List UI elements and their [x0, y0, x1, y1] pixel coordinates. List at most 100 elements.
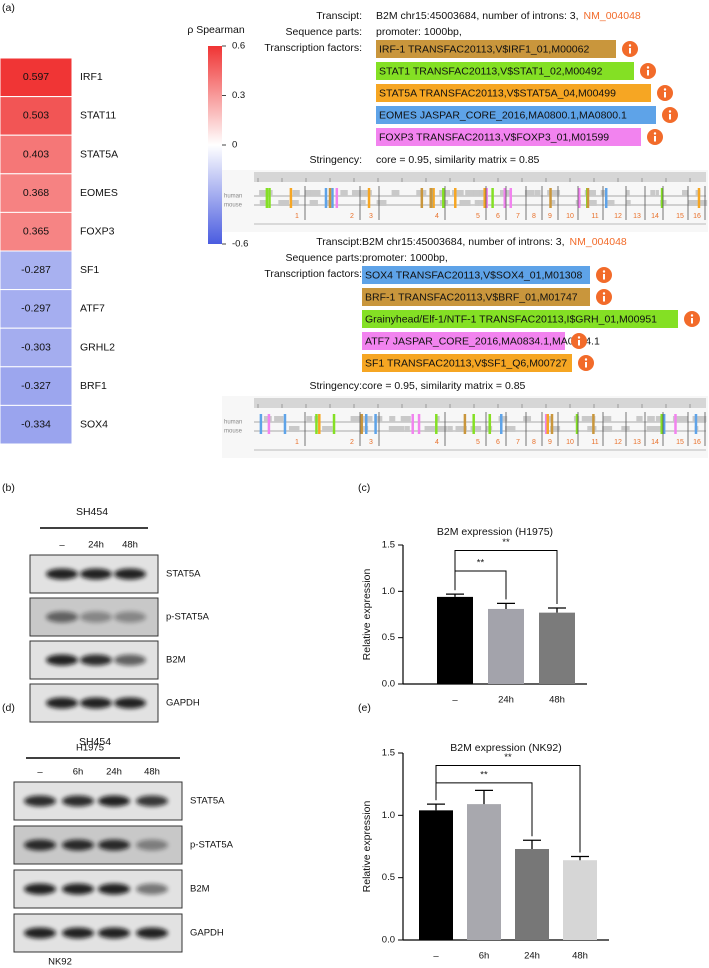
conserved-block — [376, 200, 387, 206]
conserved-block — [621, 426, 630, 432]
info-icon-bar — [578, 340, 580, 346]
bar — [419, 810, 453, 940]
site-mark — [442, 188, 445, 208]
blot-label: p-STAT5A — [166, 612, 210, 623]
conserved-block — [424, 426, 436, 432]
site-mark — [315, 414, 318, 434]
factor-box — [376, 106, 656, 124]
ruler — [254, 172, 706, 182]
heatmap-cell — [0, 173, 73, 213]
segment-number: 11 — [591, 213, 598, 220]
conserved-block — [374, 416, 383, 422]
cell-value: -0.287 — [21, 264, 51, 276]
lane-label: – — [59, 540, 65, 551]
significance-label: ** — [480, 769, 488, 780]
conserved-block — [309, 200, 318, 206]
row-label: EOMES — [80, 187, 118, 199]
conserved-block — [449, 426, 453, 432]
site-mark — [367, 188, 371, 208]
site-mark — [592, 414, 595, 434]
info-icon-dot — [602, 270, 606, 273]
site-mark — [660, 414, 663, 434]
band — [114, 568, 146, 580]
site-mark — [374, 414, 377, 434]
transcript: B2M chr15:45003684, number of introns: 3… — [376, 10, 641, 22]
factor-box — [362, 332, 565, 350]
colorbar-tick-label: 0 — [232, 140, 237, 151]
row-label: STAT5A — [80, 148, 118, 160]
blot-label: GAPDH — [166, 698, 200, 709]
info-icon-bar — [691, 318, 693, 324]
band — [136, 883, 168, 895]
segment-number: 4 — [435, 439, 439, 446]
row-label: SOX4 — [80, 418, 108, 430]
accession: NM_004048 — [570, 236, 627, 248]
site-mark — [435, 414, 438, 434]
conserved-block — [391, 190, 400, 196]
factor-box — [376, 84, 651, 102]
site-mark — [549, 188, 552, 208]
colorbar-label: ρ Spearman — [187, 24, 244, 36]
cell-value: -0.327 — [21, 380, 51, 392]
conserved-block — [478, 200, 487, 206]
site-mark — [454, 188, 457, 208]
sequence: promoter: 1000bp, — [362, 252, 448, 264]
row-label: ATF7 — [80, 303, 105, 315]
panel-label: (d) — [2, 702, 15, 714]
factor-box — [362, 266, 590, 284]
conserved-block — [589, 200, 597, 206]
conserved-block — [292, 190, 298, 196]
cell-value: 0.503 — [23, 110, 49, 122]
segment-number: 13 — [633, 439, 641, 446]
heatmap-cell — [0, 57, 73, 98]
info-icon-bar — [647, 70, 649, 76]
row-label: BRF1 — [80, 380, 107, 392]
band — [136, 839, 168, 851]
conserved-block — [358, 190, 369, 196]
site-mark — [268, 188, 271, 208]
segment-number: 7 — [516, 439, 520, 446]
info-icon-bar — [654, 136, 656, 142]
site-mark — [267, 414, 271, 434]
segment-number: 10 — [566, 213, 574, 220]
bar — [437, 596, 473, 684]
cell-value: -0.334 — [21, 418, 51, 430]
panel-label: (e) — [358, 702, 371, 714]
band — [114, 654, 146, 666]
conserved-block — [460, 200, 471, 206]
segment-number: 3 — [369, 213, 373, 220]
band — [136, 927, 168, 939]
blot-label: STAT5A — [190, 796, 225, 807]
significance-label: ** — [504, 752, 512, 763]
bar — [488, 608, 524, 684]
factor-name: ATF7 JASPAR_CORE_2016,MA0834.1,MA0834.1 — [365, 335, 600, 347]
conserved-block — [647, 416, 655, 422]
row-label: STAT11 — [80, 110, 116, 122]
conserved-block — [687, 200, 698, 206]
factor-name: FOXP3 TRANSFAC20113,V$FOXP3_01,M01599 — [379, 131, 609, 143]
conserved-block — [259, 190, 267, 196]
factor-name: STAT5A TRANSFAC20113,V$STAT5A_04,M00499 — [379, 87, 616, 99]
band — [98, 839, 130, 851]
conserved-block — [388, 426, 399, 432]
site-mark — [550, 414, 554, 434]
conserved-block — [582, 416, 593, 422]
conserved-block — [354, 416, 363, 422]
factor-box — [362, 288, 590, 306]
conserved-block — [474, 200, 479, 206]
band — [80, 568, 112, 580]
heatmap-cell — [0, 366, 73, 406]
conserved-block — [655, 416, 665, 422]
colorbar-tick-label: 0.3 — [232, 90, 245, 101]
segment-number: 16 — [693, 213, 701, 220]
conserved-block — [498, 416, 508, 422]
band — [24, 927, 56, 939]
conserved-block — [626, 190, 630, 196]
conserved-block — [473, 190, 480, 196]
lane-label: 24h — [88, 540, 104, 551]
chart-title: B2M expression (H1975) — [437, 526, 553, 538]
conserved-block — [259, 200, 267, 206]
factor-name: IRF-1 TRANSFAC20113,V$IRF1_01,M00062 — [379, 43, 589, 55]
factor-name: BRF-1 TRANSFAC20113,V$BRF_01,M01747 — [365, 291, 578, 303]
